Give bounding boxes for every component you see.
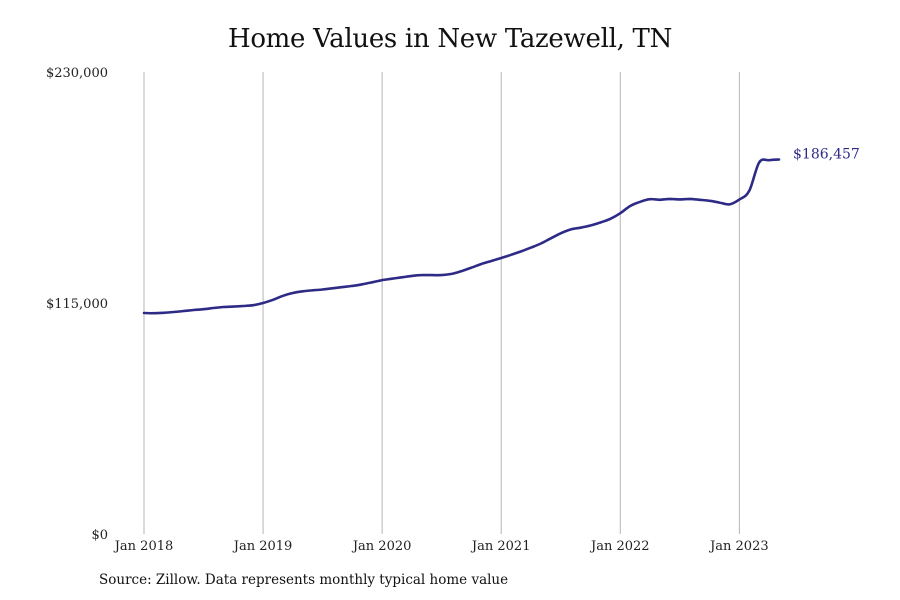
chart-title: Home Values in New Tazewell, TN: [227, 24, 673, 54]
x-axis-ticks: Jan 2018 Jan 2019 Jan 2020 Jan 2021 Jan 2022…: [113, 539, 769, 554]
y-tick-label-1: $115,000: [46, 297, 108, 312]
y-tick-label-0: $0: [91, 528, 108, 543]
source-note: Source: Zillow. Data represents monthly …: [99, 572, 509, 588]
grid-lines: [143, 72, 740, 534]
x-tick-label-5: Jan 2023: [708, 539, 769, 554]
x-tick-label-0: Jan 2018: [113, 539, 174, 554]
end-value-label: $186,457: [793, 146, 860, 162]
x-tick-label-2: Jan 2020: [351, 539, 412, 554]
x-tick-label-3: Jan 2021: [470, 539, 531, 554]
x-tick-label-4: Jan 2022: [589, 539, 650, 554]
x-tick-label-1: Jan 2019: [232, 539, 293, 554]
y-tick-label-2: $230,000: [46, 66, 108, 81]
series-layer: $186,457: [142, 146, 860, 315]
series-line-0: [142, 158, 781, 315]
y-axis-ticks: $0 $115,000 $230,000: [46, 66, 108, 543]
